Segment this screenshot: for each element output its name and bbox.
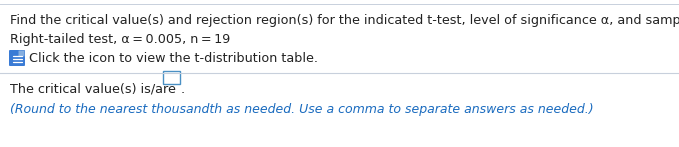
Text: Right-tailed test, α = 0.005, n = 19: Right-tailed test, α = 0.005, n = 19 (10, 33, 230, 46)
FancyBboxPatch shape (163, 71, 180, 84)
Text: The critical value(s) is/are: The critical value(s) is/are (10, 83, 176, 96)
Text: Click the icon to view the t-distribution table.: Click the icon to view the t-distributio… (29, 52, 318, 65)
Text: (Round to the nearest thousandth as needed. Use a comma to separate answers as n: (Round to the nearest thousandth as need… (10, 103, 593, 116)
FancyBboxPatch shape (18, 51, 24, 56)
Text: Find the critical value(s) and rejection region(s) for the indicated t-test, lev: Find the critical value(s) and rejection… (10, 14, 679, 27)
FancyBboxPatch shape (9, 50, 25, 66)
Text: .: . (181, 83, 185, 96)
